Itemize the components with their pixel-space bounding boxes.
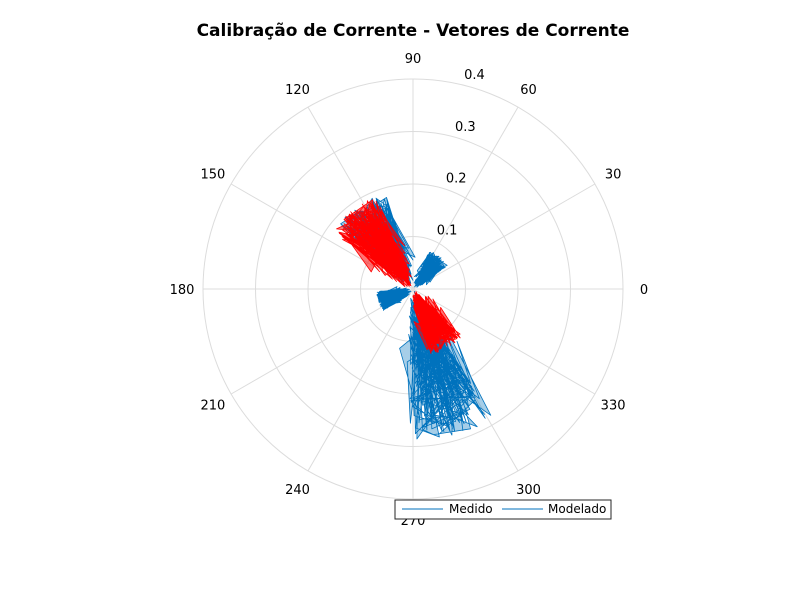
- grid-spoke: [412, 288, 596, 395]
- angle-tick-label: 210: [200, 399, 225, 414]
- legend-label-medido: Medido: [449, 502, 493, 516]
- radial-tick-label: 0.4: [464, 68, 485, 83]
- series-modelado: [336, 199, 461, 354]
- series-trace-medido: [413, 251, 448, 288]
- angle-tick-label: 330: [601, 399, 626, 414]
- radial-tick-label: 0.1: [437, 223, 458, 238]
- angle-tick-label: 300: [516, 483, 541, 498]
- legend: Medido Modelado: [394, 499, 612, 520]
- angle-tick-label: 120: [285, 83, 310, 98]
- angle-tick-label: 60: [520, 83, 537, 98]
- radial-tick-label: 0.2: [446, 172, 467, 187]
- angle-tick-label: 0: [640, 283, 648, 298]
- grid-spoke: [307, 288, 414, 472]
- angle-tick-label: 180: [170, 283, 195, 298]
- angle-tick-label: 30: [605, 168, 622, 183]
- series-trace-modelado: [336, 199, 412, 288]
- legend-label-modelado: Modelado: [548, 502, 606, 516]
- grid-spoke: [412, 183, 596, 290]
- angle-tick-label: 90: [405, 52, 422, 67]
- angle-tick-label: 150: [200, 168, 225, 183]
- series-trace-modelado: [412, 290, 461, 354]
- series-trace-medido: [376, 286, 412, 311]
- radial-tick-label: 0.3: [455, 120, 476, 135]
- data-layer: [336, 197, 492, 440]
- axis-labels: 03060901201501802102402703003300.10.20.3…: [170, 52, 649, 529]
- polar-grid: [202, 78, 624, 500]
- chart-title: Calibração de Corrente - Vetores de Corr…: [197, 21, 630, 41]
- angle-tick-label: 240: [285, 483, 310, 498]
